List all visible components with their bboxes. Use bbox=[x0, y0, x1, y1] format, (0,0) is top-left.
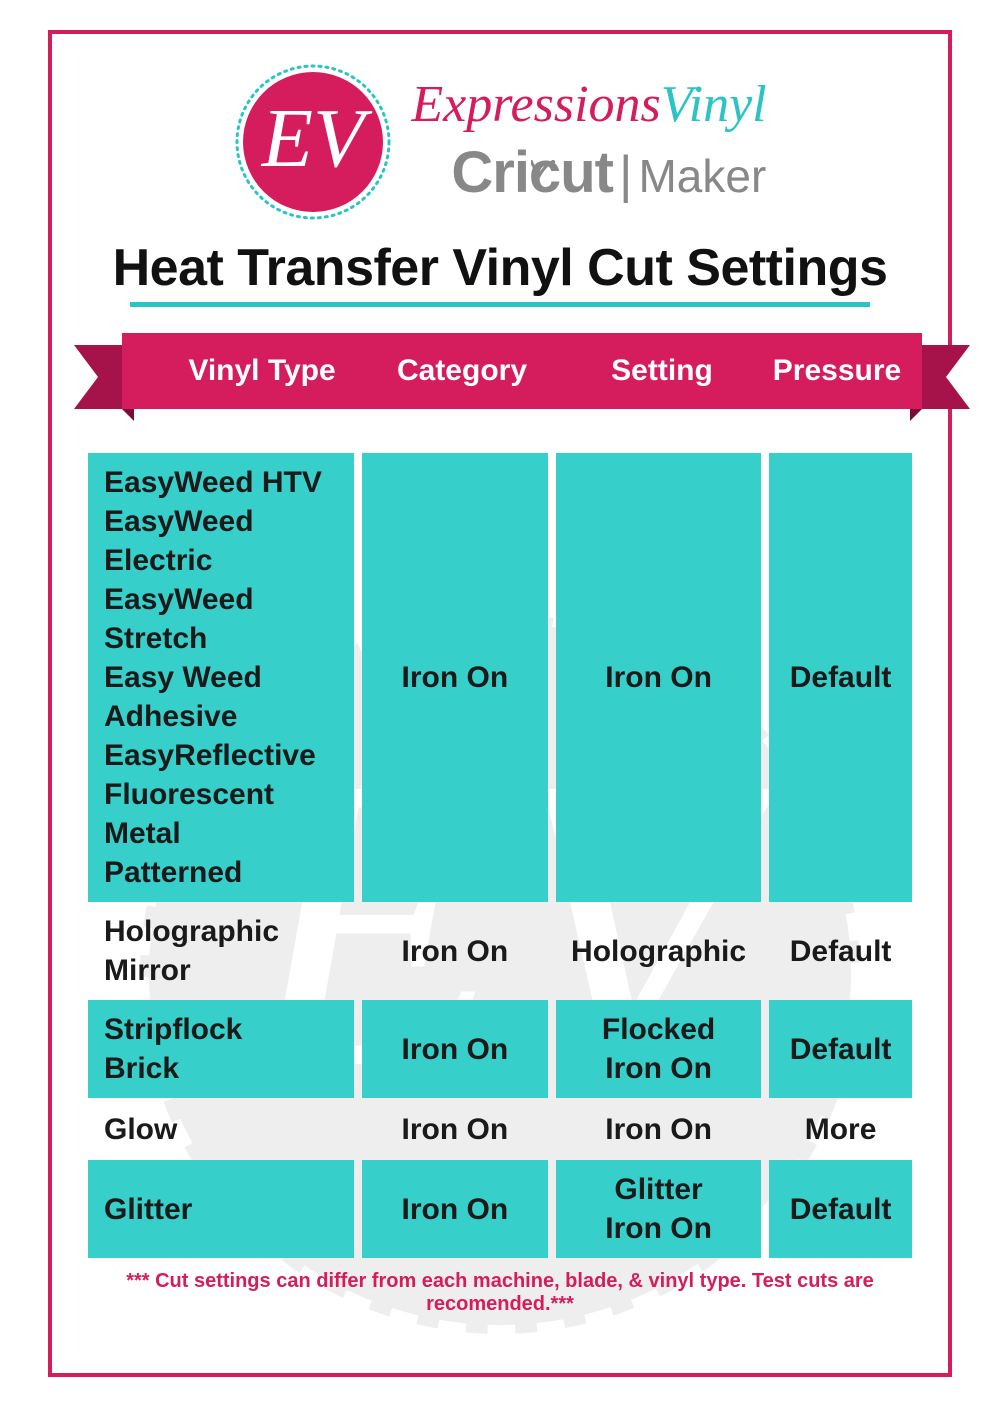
table-row: EasyWeed HTV EasyWeed Electric EasyWeed … bbox=[88, 453, 912, 902]
header-setting: Setting bbox=[562, 354, 762, 388]
table-row: Stripflock Brick Iron On Flocked Iron On… bbox=[88, 1000, 912, 1098]
page-title: Heat Transfer Vinyl Cut Settings bbox=[82, 238, 918, 298]
title-underline bbox=[130, 302, 870, 307]
header-vinyl-type: Vinyl Type bbox=[122, 354, 362, 388]
header-ribbon: Vinyl Type Category Setting Pressure bbox=[82, 333, 962, 409]
cell-pressure: Default bbox=[769, 453, 912, 902]
cell-setting: Flocked Iron On bbox=[556, 1000, 761, 1098]
cell-pressure: Default bbox=[769, 902, 912, 1000]
cell-pressure: Default bbox=[769, 1160, 912, 1258]
logo-row: EV ExpressionsVinyl Cricut | Maker bbox=[82, 62, 918, 222]
cell-category: Iron On bbox=[362, 453, 548, 902]
settings-table: EasyWeed HTV EasyWeed Electric EasyWeed … bbox=[88, 453, 912, 1258]
cell-types: Glow bbox=[88, 1098, 354, 1160]
cell-types: EasyWeed HTV EasyWeed Electric EasyWeed … bbox=[88, 453, 354, 902]
header-category: Category bbox=[362, 354, 562, 388]
cell-category: Iron On bbox=[362, 1000, 548, 1098]
cell-category: Iron On bbox=[362, 1160, 548, 1258]
cell-setting: Glitter Iron On bbox=[556, 1160, 761, 1258]
table-row: Glitter Iron On Glitter Iron On Default bbox=[88, 1160, 912, 1258]
page-frame: EV EV ExpressionsVinyl bbox=[48, 30, 952, 1377]
cell-setting: Holographic bbox=[556, 902, 761, 1000]
cell-category: Iron On bbox=[362, 902, 548, 1000]
cell-types: Glitter bbox=[88, 1160, 354, 1258]
footnote: *** Cut settings can differ from each ma… bbox=[82, 1270, 918, 1316]
cell-pressure: Default bbox=[769, 1000, 912, 1098]
ev-logo-icon: EV bbox=[233, 62, 393, 222]
header-pressure: Pressure bbox=[762, 354, 922, 388]
cell-setting: Iron On bbox=[556, 453, 761, 902]
table-row: Holographic Mirror Iron On Holographic D… bbox=[88, 902, 912, 1000]
cell-pressure: More bbox=[769, 1098, 912, 1160]
cell-category: Iron On bbox=[362, 1098, 548, 1160]
cricut-maker-label: Cricut | Maker bbox=[451, 139, 766, 206]
cell-setting: Iron On bbox=[556, 1098, 761, 1160]
cell-types: Holographic Mirror bbox=[88, 902, 354, 1000]
table-row: Glow Iron On Iron On More bbox=[88, 1098, 912, 1160]
svg-text:EV: EV bbox=[261, 92, 373, 185]
brand-name: ExpressionsVinyl bbox=[411, 79, 766, 131]
cell-types: Stripflock Brick bbox=[88, 1000, 354, 1098]
